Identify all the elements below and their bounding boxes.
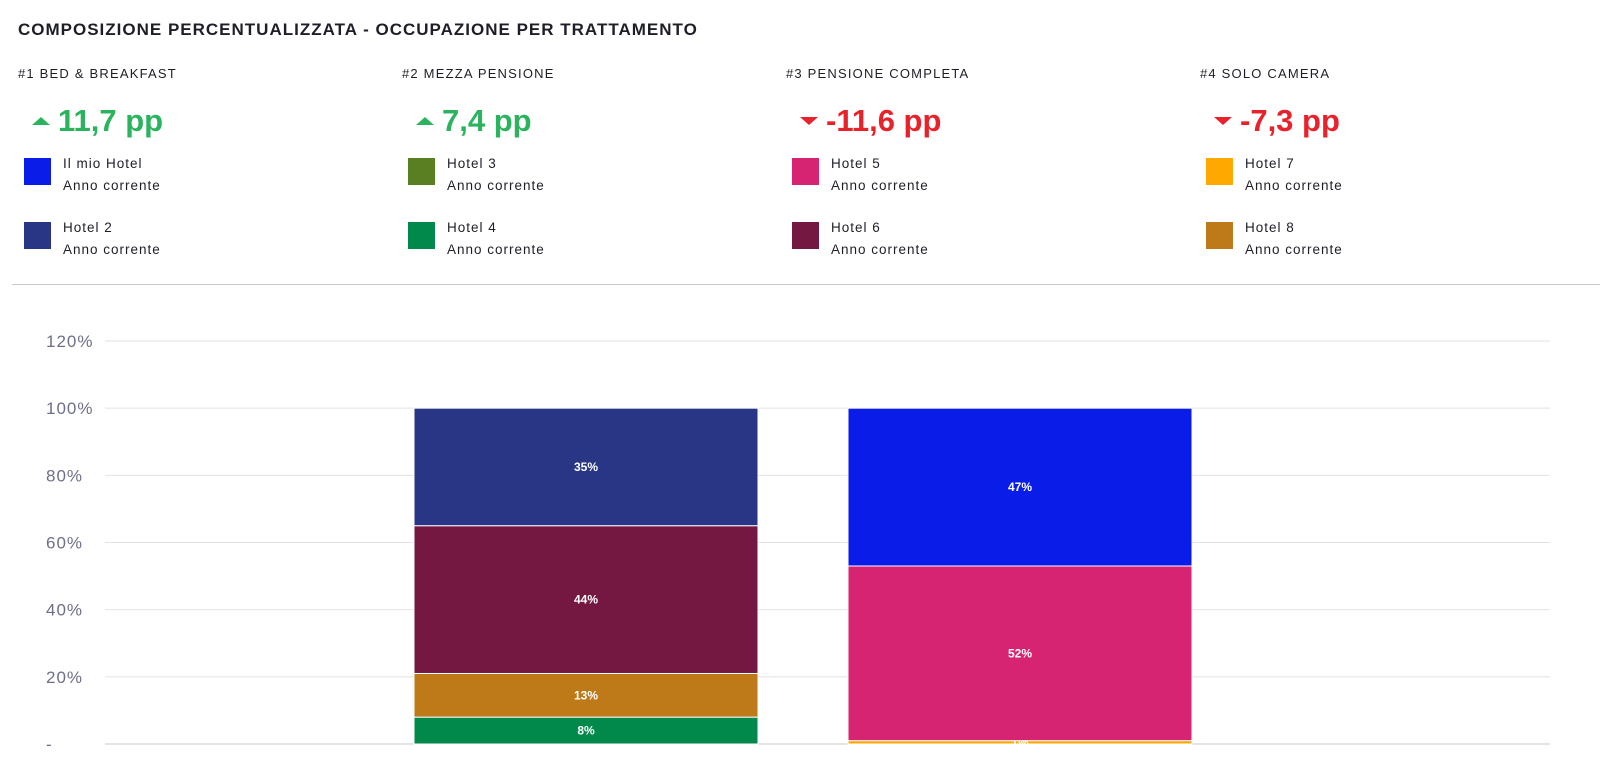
data-label: 8% <box>577 724 595 738</box>
chart-title: COMPOSIZIONE PERCENTUALIZZATA - OCCUPAZI… <box>18 20 698 39</box>
legend-sub: Anno corrente <box>831 178 929 193</box>
delta-text: 11,7 pp <box>58 103 164 138</box>
legend-name: Hotel 3 <box>447 156 497 171</box>
legend-item[interactable]: Hotel 8 Anno corrente <box>1206 217 1560 267</box>
legend-name: Hotel 2 <box>63 220 113 235</box>
triangle-up-icon <box>32 117 50 125</box>
treatment-name: #4 SOLO CAMERA <box>1200 66 1331 81</box>
treatment-group: #2 MEZZA PENSIONE 7,4 pp Hotel 3 Anno corr… <box>402 66 762 267</box>
legend-item[interactable]: Hotel 7 Anno corrente <box>1206 153 1560 203</box>
legend-swatch <box>408 158 435 185</box>
bar-segment <box>413 525 759 674</box>
legend-swatch <box>792 222 819 249</box>
data-label: 44% <box>574 593 598 607</box>
y-tick-label: - <box>46 735 53 754</box>
y-tick-label: 60% <box>46 534 83 553</box>
data-label: 47% <box>1008 480 1032 494</box>
legend-sub: Anno corrente <box>831 242 929 257</box>
delta-text: -11,6 pp <box>826 103 942 138</box>
legend-sub: Anno corrente <box>63 242 161 257</box>
legend-swatch <box>792 158 819 185</box>
legend-item[interactable]: Hotel 3 Anno corrente <box>408 153 762 203</box>
legend-name: Il mio Hotel <box>63 156 143 171</box>
divider <box>12 284 1600 285</box>
legend-name: Hotel 4 <box>447 220 497 235</box>
legend-sub: Anno corrente <box>1245 242 1343 257</box>
legend-swatch <box>24 158 51 185</box>
legend-name: Hotel 5 <box>831 156 881 171</box>
legend-item[interactable]: Hotel 5 Anno corrente <box>792 153 1146 203</box>
bar-segment <box>413 407 759 527</box>
delta-value: 7,4 pp <box>416 103 762 139</box>
legend-swatch <box>1206 222 1233 249</box>
y-tick-label: 40% <box>46 601 83 620</box>
legend-swatch <box>1206 158 1233 185</box>
bar-segment <box>847 565 1193 742</box>
treatment-group: #4 SOLO CAMERA -7,3 pp Hotel 7 Anno corren… <box>1200 66 1560 267</box>
legend-item[interactable]: Hotel 2 Anno corrente <box>24 217 378 267</box>
data-label: 35% <box>574 460 598 474</box>
bar-segment <box>847 407 1193 567</box>
legend-name: Hotel 7 <box>1245 156 1295 171</box>
delta-value: -7,3 pp <box>1214 103 1560 139</box>
triangle-down-icon <box>800 117 818 125</box>
y-tick-label: 100% <box>46 399 93 418</box>
treatment-name: #2 MEZZA PENSIONE <box>402 66 555 81</box>
legend-sub: Anno corrente <box>447 178 545 193</box>
legend-item[interactable]: Hotel 4 Anno corrente <box>408 217 762 267</box>
treatment-name: #3 PENSIONE COMPLETA <box>786 66 970 81</box>
legend-item[interactable]: Hotel 6 Anno corrente <box>792 217 1146 267</box>
legend-sub: Anno corrente <box>1245 178 1343 193</box>
data-label: 52% <box>1008 646 1032 660</box>
treatment-group: #3 PENSIONE COMPLETA -11,6 pp Hotel 5 Anno… <box>786 66 1146 267</box>
treatment-name: #1 BED & BREAKFAST <box>18 66 177 81</box>
data-label: 13% <box>574 688 598 702</box>
delta-value: 11,7 pp <box>32 103 378 139</box>
treatment-group: #1 BED & BREAKFAST 11,7 pp Il mio Hotel An… <box>18 66 378 267</box>
delta-value: -11,6 pp <box>800 103 1146 139</box>
legend-swatch <box>24 222 51 249</box>
delta-text: -7,3 pp <box>1240 103 1340 138</box>
y-tick-label: 20% <box>46 668 83 687</box>
legend-name: Hotel 6 <box>831 220 881 235</box>
y-tick-label: 120% <box>46 332 93 351</box>
y-tick-label: 80% <box>46 466 83 485</box>
bar-segment <box>413 672 759 718</box>
triangle-down-icon <box>1214 117 1232 125</box>
triangle-up-icon <box>416 117 434 125</box>
delta-text: 7,4 pp <box>442 103 532 138</box>
legend-swatch <box>408 222 435 249</box>
legend-sub: Anno corrente <box>447 242 545 257</box>
legend-name: Hotel 8 <box>1245 220 1295 235</box>
stacked-bar-chart: -20%40%60%80%100%120%8%13%44%35%1%52%47% <box>46 332 1550 754</box>
legend-item[interactable]: Il mio Hotel Anno corrente <box>24 153 378 203</box>
legend-sub: Anno corrente <box>63 178 161 193</box>
